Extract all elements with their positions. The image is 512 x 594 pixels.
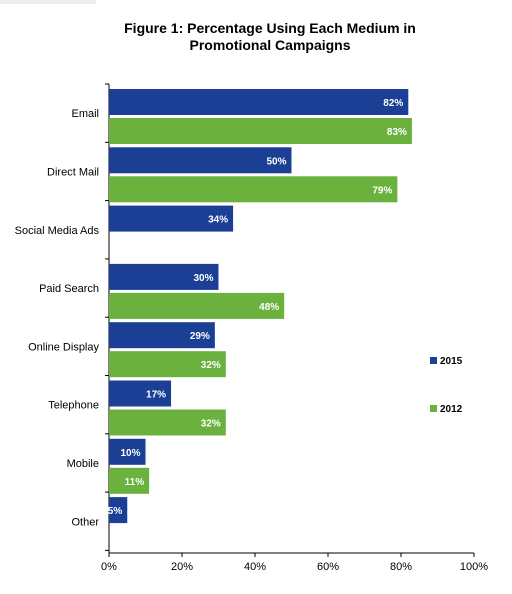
data-label-2015: 50% <box>266 156 286 167</box>
bar-2015 <box>109 438 146 465</box>
bar-2015 <box>109 263 219 290</box>
data-label-2012: 48% <box>259 302 279 313</box>
x-tick-label: 20% <box>171 561 193 573</box>
bar-2012 <box>109 467 150 494</box>
data-label-2012: 79% <box>372 185 392 196</box>
chart-title-line2: Promotional Campaigns <box>189 37 351 53</box>
chart-title-line1: Figure 1: Percentage Using Each Medium i… <box>124 20 416 36</box>
x-tick-label: 0% <box>101 561 117 573</box>
bar-2015 <box>109 497 128 524</box>
category-label: Mobile <box>67 458 99 470</box>
legend-swatch-2015 <box>430 357 437 364</box>
x-tick-label: 80% <box>390 561 412 573</box>
x-tick-label: 40% <box>244 561 266 573</box>
data-label-2012: 11% <box>125 477 145 488</box>
bar-2012 <box>109 409 226 436</box>
bar-2012 <box>109 176 398 203</box>
category-label: Other <box>71 516 99 528</box>
bar-2012 <box>109 351 226 378</box>
data-label-2015: 30% <box>193 273 213 284</box>
data-label-2015: 10% <box>120 448 140 459</box>
category-label: Email <box>71 108 99 120</box>
data-label-2015: 34% <box>208 215 228 226</box>
category-label: Paid Search <box>39 283 99 295</box>
data-label-2012: 83% <box>387 127 407 138</box>
x-tick-label: 100% <box>460 561 488 573</box>
data-label-2015: 17% <box>146 390 166 401</box>
legend-label-2012: 2012 <box>440 404 463 415</box>
category-label: Telephone <box>48 400 99 412</box>
legend-label-2015: 2015 <box>440 356 463 367</box>
bar-2012 <box>109 118 412 144</box>
category-label: Direct Mail <box>47 166 99 178</box>
data-label-2015: 29% <box>190 331 210 342</box>
data-label-2012: 32% <box>201 419 221 430</box>
bar-2015 <box>109 205 234 232</box>
category-label: Social Media Ads <box>15 225 100 237</box>
bar-2015 <box>109 380 172 407</box>
legend-swatch-2012 <box>430 405 437 412</box>
data-label-2012: 32% <box>201 360 221 371</box>
bar-2015 <box>109 89 409 115</box>
category-label: Online Display <box>28 341 99 353</box>
x-tick-label: 60% <box>317 561 339 573</box>
chart-title: Figure 1: Percentage Using Each Medium i… <box>60 20 480 54</box>
data-label-2015: 82% <box>383 98 403 109</box>
top-edge-bar <box>0 0 96 4</box>
bar-2015 <box>109 322 215 349</box>
bar-2015 <box>109 147 292 174</box>
data-label-2015: 5% <box>108 506 123 517</box>
bar-2012 <box>109 292 285 319</box>
